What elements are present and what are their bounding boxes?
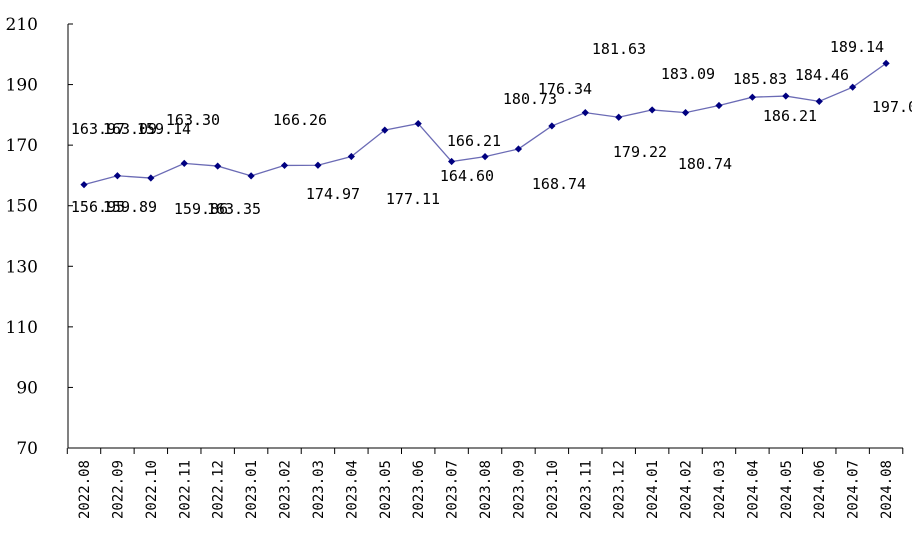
y-tick-label: 210 xyxy=(6,15,38,35)
data-point xyxy=(748,93,756,101)
data-point xyxy=(581,109,589,117)
data-label: 159.86 xyxy=(174,200,228,218)
x-tick-label: 2022.12 xyxy=(211,460,227,519)
data-label: 166.21 xyxy=(447,132,501,150)
data-point xyxy=(113,172,122,180)
x-tick-label: 2022.09 xyxy=(110,460,126,519)
data-point xyxy=(381,126,389,134)
data-label: 163.09 xyxy=(103,120,157,138)
x-axis-ticks: 2022.08 2022.09 2022.10 2022.11 2022.12 2023.… xyxy=(66,448,904,519)
data-label: 181.63 xyxy=(592,40,646,58)
data-label: 179.22 xyxy=(613,143,667,161)
data-label: 176.34 xyxy=(538,80,592,98)
x-tick-label: 2024.03 xyxy=(712,460,728,519)
x-tick-label: 2023.03 xyxy=(311,460,327,519)
data-label: 189.14 xyxy=(830,38,884,56)
y-tick-label: 130 xyxy=(6,257,38,277)
data-point xyxy=(815,97,823,105)
data-point xyxy=(247,172,255,180)
y-tick-label: 190 xyxy=(6,76,38,96)
data-point xyxy=(314,161,322,169)
x-tick-label: 2023.10 xyxy=(545,460,561,519)
data-point xyxy=(849,83,857,91)
x-tick-label: 2024.01 xyxy=(645,460,661,519)
data-label: 180.74 xyxy=(678,155,732,173)
data-point xyxy=(347,152,355,161)
x-tick-label: 2022.11 xyxy=(177,460,193,519)
data-point xyxy=(147,174,155,182)
x-tick-label: 2023.08 xyxy=(478,460,494,519)
y-tick-label: 150 xyxy=(6,197,38,217)
data-label: 186.21 xyxy=(763,107,817,125)
x-tick-label: 2022.10 xyxy=(144,460,160,519)
data-label: 185.83 xyxy=(733,70,787,88)
data-labels: 156.95159.89159.14163.97163.09159.86163.… xyxy=(71,38,912,218)
y-tick-label: 170 xyxy=(6,136,38,156)
x-tick-label: 2023.06 xyxy=(411,460,427,519)
x-tick-label: 2024.06 xyxy=(812,460,828,519)
y-tick-label: 70 xyxy=(16,439,38,459)
x-tick-label: 2022.08 xyxy=(77,460,93,519)
data-point xyxy=(180,159,188,168)
x-tick-label: 2023.01 xyxy=(244,460,260,519)
x-tick-label: 2024.07 xyxy=(846,460,862,519)
x-tick-label: 2023.09 xyxy=(511,460,527,519)
axes xyxy=(67,24,903,449)
data-label: 168.74 xyxy=(532,175,586,193)
x-tick-label: 2023.12 xyxy=(612,460,628,519)
x-tick-label: 2024.04 xyxy=(745,460,761,519)
data-label: 166.26 xyxy=(273,111,327,129)
data-label: 184.46 xyxy=(795,66,849,84)
x-tick-label: 2024.08 xyxy=(879,460,895,519)
data-label: 163.30 xyxy=(166,111,220,129)
x-tick-label: 2024.05 xyxy=(779,460,795,519)
x-tick-label: 2023.02 xyxy=(278,460,294,519)
data-label: 164.60 xyxy=(440,167,494,185)
data-point xyxy=(448,157,456,166)
data-point xyxy=(882,59,890,67)
data-label: 177.11 xyxy=(386,190,440,208)
data-label: 183.09 xyxy=(661,65,715,83)
data-point xyxy=(80,181,88,189)
data-point xyxy=(615,113,623,121)
data-label: 174.97 xyxy=(306,185,360,203)
data-label: 163.97 xyxy=(71,120,125,138)
data-point xyxy=(681,109,690,117)
data-point xyxy=(548,122,556,130)
data-point xyxy=(648,106,656,114)
data-point xyxy=(280,161,289,170)
y-tick-label: 110 xyxy=(6,318,38,338)
y-axis-ticks: 70 90 110 130 150 170 190 210 xyxy=(6,15,73,459)
x-tick-label: 2024.02 xyxy=(679,460,695,519)
data-label: 159.89 xyxy=(103,198,157,216)
data-point xyxy=(782,92,790,100)
x-tick-label: 2023.04 xyxy=(344,460,360,519)
data-point xyxy=(481,153,489,161)
data-label: 180.73 xyxy=(503,90,557,108)
data-label: 197.00 xyxy=(872,98,912,116)
data-point xyxy=(715,101,723,110)
data-label: 156.95 xyxy=(71,198,125,216)
y-tick-label: 90 xyxy=(16,378,38,398)
data-point xyxy=(514,145,523,153)
data-label: 163.35 xyxy=(207,200,261,218)
x-tick-label: 2023.05 xyxy=(378,460,394,519)
data-point xyxy=(214,162,222,170)
x-tick-label: 2023.11 xyxy=(578,460,594,519)
x-tick-label: 2023.07 xyxy=(445,460,461,519)
data-label: 159.14 xyxy=(137,120,191,138)
data-point xyxy=(414,120,422,128)
series xyxy=(80,59,890,189)
